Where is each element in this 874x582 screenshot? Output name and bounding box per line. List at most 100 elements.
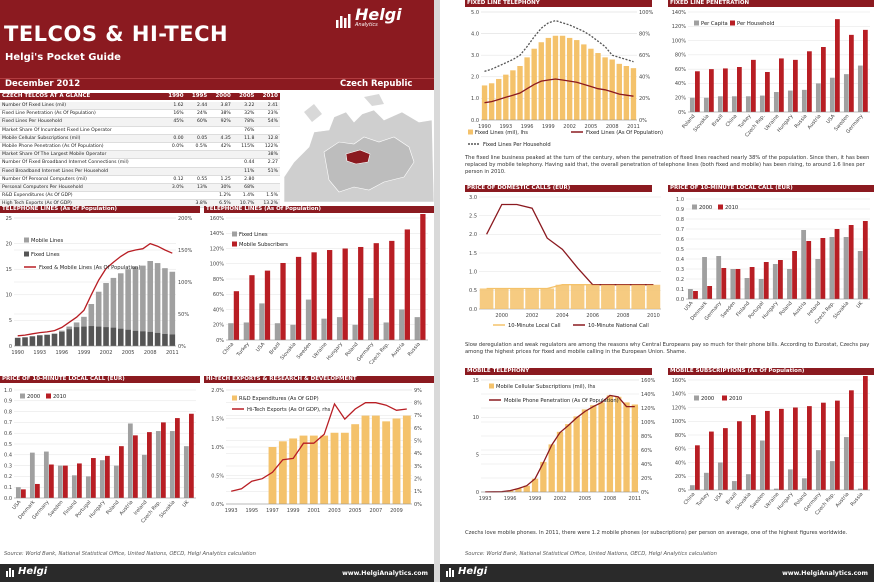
tl-legend-label: Mobile Lines xyxy=(31,238,63,244)
tl-bar xyxy=(73,327,80,346)
fp-bar xyxy=(835,19,840,113)
ms-bar xyxy=(807,406,812,490)
p10-bar xyxy=(77,463,82,498)
section-domestic-calls: PRICE OF DOMESTIC CALLS (EUR) xyxy=(465,185,652,192)
lc-bar xyxy=(730,269,736,299)
glance-row: Fixed Lines Per Household 45% 60% 92% 78% 54% xyxy=(0,118,280,127)
fl-bar xyxy=(566,37,573,120)
tl-bar xyxy=(117,273,124,329)
fp-legend-label: Per Household xyxy=(737,21,774,27)
tl-bar xyxy=(88,304,95,327)
logo-name: Helgi xyxy=(355,5,402,24)
p10-bar xyxy=(169,431,175,498)
glance-cell: 1.5% xyxy=(266,193,278,199)
tl-ytick2: 50% xyxy=(178,312,189,318)
p10-bar xyxy=(133,435,138,498)
tlc-ytick: 160% xyxy=(210,216,225,222)
tlc-ytick: 40% xyxy=(213,307,224,313)
p10-bar xyxy=(21,489,26,498)
ms-bar xyxy=(793,407,798,490)
mt-bar xyxy=(531,478,539,492)
tlc-bar xyxy=(295,256,302,340)
mt-bar xyxy=(523,485,530,492)
footer-logo-right-name: Helgi xyxy=(458,566,488,577)
footer-url-link[interactable]: www.HelgiAnalytics.com xyxy=(342,570,428,577)
mt-legend-label: Mobile Cellular Subscriptions (mil), lhs xyxy=(496,384,596,390)
lc-bar xyxy=(848,225,854,299)
glance-cell xyxy=(209,159,233,166)
tlc-bar xyxy=(259,303,265,340)
fp-bar xyxy=(829,77,835,112)
mt-ytick2: 140% xyxy=(641,392,656,398)
fl-bar xyxy=(581,44,587,120)
section-fixed-line-penetration: FIXED LINE PENETRATION xyxy=(668,0,874,7)
ms-bar xyxy=(843,437,849,490)
lc-bar xyxy=(829,237,835,299)
page-gutter xyxy=(434,0,440,582)
glance-cell: 4.35 xyxy=(220,135,231,141)
tl-ytick2: 150% xyxy=(178,248,193,254)
glance-cell: 32% xyxy=(244,111,255,117)
mt-bar xyxy=(548,444,555,492)
tlc-bar xyxy=(358,246,364,340)
hi-ytick2: 0% xyxy=(414,502,422,508)
ms-ytick: 40% xyxy=(675,460,686,466)
mt-legend-label: Mobile Phone Penetration (As Of Populati… xyxy=(504,398,619,404)
footer-logo-bars-icon xyxy=(6,568,14,577)
glance-row-label: Mobile Phone Penetration (As Of Populati… xyxy=(2,143,104,149)
glance-row-label: Personal Computers Per Household xyxy=(2,184,83,190)
hi-bar xyxy=(402,415,411,504)
dc-legend-label: 10-Minute National Call xyxy=(588,323,649,329)
lc-ytick: 0.5 xyxy=(676,247,684,253)
ms-ytick: 160% xyxy=(672,378,687,384)
fl-ytick2: 100% xyxy=(639,10,654,16)
tlc-bar xyxy=(352,324,358,340)
mt-ytick2: 120% xyxy=(641,406,656,412)
fl-legend-key xyxy=(468,129,473,135)
fl-line xyxy=(484,19,634,73)
tl-bar xyxy=(169,271,176,335)
source-note: Source: World Bank, National Statistical… xyxy=(4,551,256,557)
hi-line xyxy=(231,402,407,492)
tlc-xtick: Poland xyxy=(344,341,359,358)
fl-bar xyxy=(574,40,580,120)
lc-bar xyxy=(834,229,840,299)
tlc-bar xyxy=(274,323,281,340)
p10-legend-key xyxy=(20,393,25,399)
dc-area xyxy=(540,288,555,309)
dc-xtick: 2006 xyxy=(586,313,599,319)
lc-bar xyxy=(693,291,698,299)
tl-bar xyxy=(103,327,109,346)
lc-bar xyxy=(862,221,868,299)
glance-row-label: Market Share Of The Largest Mobile Opera… xyxy=(2,152,107,158)
lc-bar xyxy=(843,237,849,299)
glance-year: 1990 xyxy=(168,93,184,99)
glance-cell xyxy=(162,168,186,175)
glance-cell xyxy=(186,127,210,134)
section-local-call-right: PRICE OF 10-MINUTE LOCAL CALL (EUR) xyxy=(668,185,874,192)
fp-xtick: Austria xyxy=(807,113,823,130)
glance-cell: 3.22 xyxy=(244,103,255,108)
lc-bar xyxy=(749,267,755,299)
mt-bar xyxy=(565,424,572,492)
dc-xtick: 2010 xyxy=(647,313,660,319)
fl-legend-label: Fixed Lines (mil), lhs xyxy=(475,130,528,136)
glance-cell xyxy=(209,127,233,134)
hi-ytick: 1.5% xyxy=(211,416,224,422)
section-telephone-lines-countries: TELEPHONE LINES (As Of Population) xyxy=(204,206,434,213)
chart-domestic-calls: 0.0 0.5 1.0 1.5 2.0 2.5 3.0 2000 2002 2004 2006 200… xyxy=(465,193,668,333)
glance-row: Fixed Line Penetration (As Of Population… xyxy=(0,110,280,119)
tl-bar xyxy=(66,326,73,330)
hi-ytick2: 4% xyxy=(414,451,422,457)
fl-bar xyxy=(623,66,630,120)
fl-bar xyxy=(609,59,615,120)
glance-cell: 38% xyxy=(267,152,278,158)
glance-cell xyxy=(162,127,186,134)
fl-bar xyxy=(559,35,566,120)
tl-ytick2: 100% xyxy=(178,280,193,286)
glance-cell: 0.5% xyxy=(195,143,208,149)
tl-bar xyxy=(110,277,117,328)
ms-bar xyxy=(857,488,863,490)
glance-cell: 115% xyxy=(241,143,255,149)
footer-url-link-right[interactable]: www.HelgiAnalytics.com xyxy=(782,570,868,577)
